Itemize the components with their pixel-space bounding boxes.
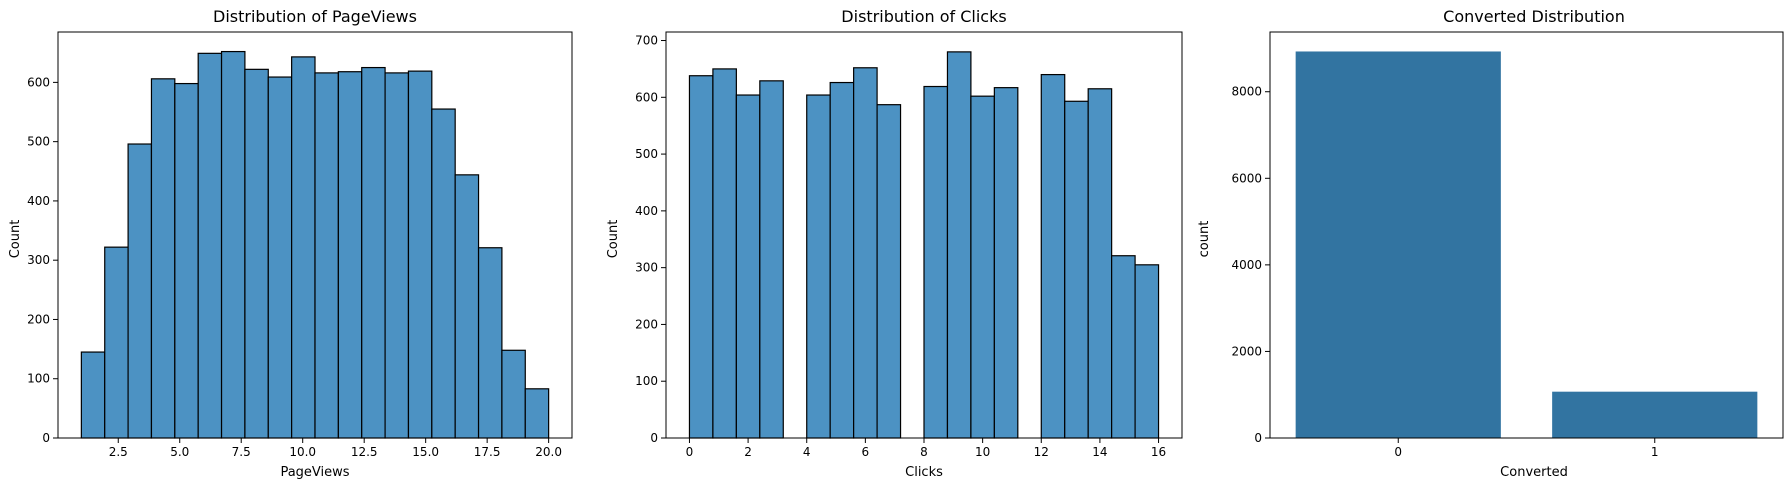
- pageviews-x-tick-label: 15.0: [412, 445, 439, 459]
- converted-x-tick-label: 0: [1394, 445, 1402, 459]
- pageviews-bar-0: [80, 351, 106, 439]
- converted-y-tick-label: 2000: [1231, 344, 1262, 358]
- pageviews-bar-17: [477, 247, 503, 439]
- converted-bar-1: [1552, 391, 1758, 438]
- clicks-x-axis-label: Clicks: [905, 465, 943, 480]
- converted-y-axis-label: count: [1197, 221, 1212, 258]
- clicks-y-tick-label: 200: [635, 317, 658, 331]
- clicks-bar-3: [759, 80, 784, 439]
- pageviews-bar-14: [407, 70, 433, 439]
- converted-bar-panel: Converted Distribution Converted count 0…: [1197, 7, 1784, 480]
- clicks-y-tick-label: 400: [635, 204, 658, 218]
- pageviews-bar-6: [220, 50, 246, 439]
- pageviews-bar-18: [501, 349, 526, 439]
- pageviews-x-tick-label: 5.0: [170, 445, 189, 459]
- pageviews-y-tick-label: 0: [42, 431, 50, 445]
- clicks-bar-5: [806, 94, 831, 439]
- pageviews-y-tick-label: 200: [27, 312, 50, 326]
- pageviews-bar-7: [244, 68, 269, 439]
- clicks-bar-11: [946, 51, 972, 439]
- clicks-x-tick-label: 2: [744, 445, 752, 459]
- pageviews-x-tick-label: 10.0: [289, 445, 316, 459]
- pageviews-y-tick-label: 400: [27, 194, 50, 208]
- clicks-bar-8: [876, 104, 902, 439]
- clicks-bar-18: [1111, 255, 1136, 439]
- clicks-bars: [688, 51, 1160, 439]
- pageviews-bar-2: [127, 143, 153, 439]
- pageviews-bar-15: [431, 108, 456, 439]
- clicks-bar-12: [970, 95, 995, 439]
- converted-bar-0: [1295, 51, 1501, 439]
- pageviews-bar-10: [314, 72, 339, 439]
- clicks-x-tick-label: 8: [920, 445, 928, 459]
- converted-y-tick-label: 4000: [1231, 258, 1262, 272]
- clicks-x-tick-label: 12: [1034, 445, 1049, 459]
- clicks-bar-17: [1087, 88, 1113, 439]
- clicks-bar-13: [993, 87, 1019, 439]
- clicks-y-tick-label: 700: [635, 34, 658, 48]
- clicks-x-tick-label: 14: [1092, 445, 1107, 459]
- pageviews-x-tick-label: 20.0: [535, 445, 562, 459]
- pageviews-bar-19: [524, 388, 550, 439]
- clicks-bar-0: [688, 75, 714, 439]
- pageviews-x-tick-label: 7.5: [232, 445, 251, 459]
- pageviews-y-tick-label: 100: [27, 372, 50, 386]
- clicks-bar-19: [1134, 264, 1160, 439]
- converted-chart-title: Converted Distribution: [1443, 7, 1625, 26]
- pageviews-y-tick-label: 500: [27, 135, 50, 149]
- clicks-y-tick-label: 0: [650, 431, 658, 445]
- clicks-chart-title: Distribution of Clicks: [841, 7, 1006, 26]
- converted-axes-frame: [1269, 31, 1784, 439]
- pageviews-bars: [80, 50, 550, 439]
- converted-bars: [1295, 51, 1758, 439]
- pageviews-x-axis-label: PageViews: [280, 465, 349, 480]
- clicks-bar-10: [923, 85, 949, 439]
- clicks-y-axis-label: Count: [606, 220, 621, 259]
- pageviews-bar-4: [174, 82, 199, 439]
- pageviews-bar-8: [267, 76, 293, 439]
- pageviews-bar-5: [197, 52, 223, 439]
- pageviews-y-tick-label: 600: [27, 75, 50, 89]
- converted-y-tick-label: 8000: [1231, 85, 1262, 99]
- clicks-y-tick-label: 100: [635, 374, 658, 388]
- pageviews-chart-title: Distribution of PageViews: [213, 7, 417, 26]
- clicks-y-tick-label: 600: [635, 90, 658, 104]
- pageviews-bar-9: [291, 56, 316, 439]
- pageviews-bar-12: [361, 66, 386, 439]
- pageviews-x-tick-label: 2.5: [109, 445, 128, 459]
- pageviews-histogram-panel: Distribution of PageViews PageViews Coun…: [8, 7, 573, 480]
- pageviews-x-tick-label: 12.5: [351, 445, 378, 459]
- clicks-bar-16: [1064, 100, 1089, 439]
- converted-x-axis-label: Converted: [1500, 465, 1568, 480]
- clicks-y-tick-label: 300: [635, 261, 658, 275]
- clicks-y-tick-label: 500: [635, 147, 658, 161]
- clicks-bar-1: [712, 68, 737, 439]
- clicks-bar-2: [735, 94, 761, 439]
- pageviews-bar-1: [104, 246, 129, 439]
- clicks-x-tick-label: 0: [686, 445, 694, 459]
- clicks-bar-7: [853, 67, 878, 439]
- pageviews-axes-frame: [57, 31, 573, 439]
- pageviews-bar-16: [454, 174, 480, 439]
- clicks-histogram-panel: Distribution of Clicks Clicks Count 0 2 4 6…: [606, 7, 1183, 480]
- clicks-x-tick-label: 16: [1151, 445, 1166, 459]
- converted-y-tick-label: 6000: [1231, 171, 1262, 185]
- pageviews-bar-13: [384, 72, 410, 439]
- pageviews-y-tick-label: 300: [27, 253, 50, 267]
- pageviews-bar-3: [150, 78, 176, 439]
- clicks-bar-15: [1040, 73, 1066, 439]
- clicks-x-tick-label: 4: [803, 445, 811, 459]
- pageviews-bar-11: [337, 71, 363, 439]
- clicks-x-tick-label: 10: [975, 445, 990, 459]
- pageviews-x-tick-label: 17.5: [474, 445, 501, 459]
- converted-y-tick-label: 0: [1254, 431, 1262, 445]
- clicks-bar-6: [829, 81, 855, 439]
- clicks-x-tick-label: 6: [862, 445, 870, 459]
- converted-x-tick-label: 1: [1651, 445, 1659, 459]
- pageviews-y-axis-label: Count: [8, 220, 23, 259]
